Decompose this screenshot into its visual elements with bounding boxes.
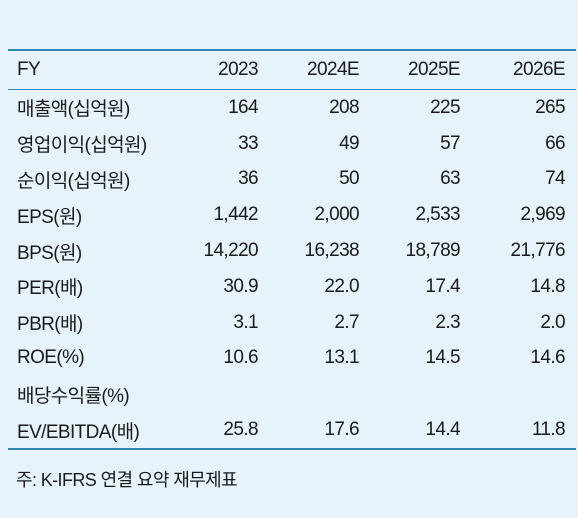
table-top-rule [8, 49, 576, 51]
cell-2026e: 74 [545, 168, 566, 190]
cell-2024e: 17.6 [324, 419, 359, 441]
cell-2025e: 2.3 [435, 311, 460, 333]
cell-2026e: 265 [535, 96, 566, 118]
cell-2023: 1,442 [213, 204, 258, 226]
table-bottom-rule [8, 447, 576, 450]
cell-2025e: 2,533 [415, 204, 460, 226]
cell-2026e: 2.0 [540, 311, 565, 333]
cell-2025e: 63 [440, 168, 461, 190]
cell-2025e: 225 [430, 96, 461, 118]
cell-2026e: 66 [545, 132, 566, 154]
cell-2024e: 49 [339, 132, 360, 154]
cell-2023: 30.9 [223, 275, 258, 297]
cell-2024e: 2,000 [314, 204, 359, 226]
cell-2026e: 14.6 [530, 347, 565, 369]
cell-2026e: 11.8 [531, 419, 566, 441]
table-row-ev-ebitda: EV/EBITDA(배) 25.8 17.6 14.4 11.8 [8, 412, 576, 448]
cell-2025e: 17.4 [425, 275, 460, 297]
row-label: ROE(%) [17, 347, 85, 369]
table-row-net-income: 순이익(십억원) 36 50 63 74 [8, 162, 576, 198]
cell-2024e: 50 [339, 168, 360, 190]
table-row-dividend-yield: 배당수익률(%) [8, 376, 576, 412]
cell-2023: 14,220 [203, 240, 258, 262]
header-year-2026e: 2026E [513, 59, 566, 80]
row-label: EV/EBITDA(배) [17, 421, 140, 443]
table-row-roe: ROE(%) 10.6 13.1 14.5 14.6 [8, 341, 576, 377]
cell-2026e: 14.8 [530, 275, 565, 297]
row-label: PER(배) [17, 278, 83, 300]
row-label: 배당수익률(%) [17, 385, 130, 407]
table-row-per: PER(배) 30.9 22.0 17.4 14.8 [8, 269, 576, 305]
cell-2025e: 18,789 [405, 240, 460, 262]
table-footnote: 주: K-IFRS 연결 요약 재무제표 [16, 470, 238, 490]
header-year-2024e: 2024E [307, 59, 360, 80]
cell-2023: 10.6 [223, 347, 258, 369]
row-label: 순이익(십억원) [17, 170, 130, 192]
cell-2023: 36 [238, 168, 259, 190]
row-label: PBR(배) [17, 314, 83, 336]
cell-2023: 25.8 [223, 419, 258, 441]
cell-2026e: 21,776 [510, 240, 565, 262]
table-header-row: FY 2023 2024E 2025E 2026E [8, 51, 576, 89]
cell-2025e: 14.4 [425, 419, 460, 441]
table-row-revenue: 매출액(십억원) 164 208 225 265 [8, 90, 576, 126]
table-header-rule [8, 89, 576, 90]
header-year-2025e: 2025E [408, 59, 461, 80]
table-row-operating-profit: 영업이익(십억원) 33 49 57 66 [8, 126, 576, 162]
cell-2024e: 13.1 [324, 347, 359, 369]
table-row-pbr: PBR(배) 3.1 2.7 2.3 2.0 [8, 305, 576, 341]
cell-2025e: 14.5 [425, 347, 460, 369]
cell-2024e: 16,238 [304, 240, 359, 262]
financial-summary-table: FY 2023 2024E 2025E 2026E 매출액(십억원) 164 2… [8, 49, 576, 450]
cell-2023: 3.1 [233, 311, 258, 333]
header-year-2023: 2023 [218, 59, 258, 80]
row-label: BPS(원) [17, 242, 82, 264]
header-fy-label: FY [17, 59, 41, 80]
cell-2024e: 2.7 [334, 311, 359, 333]
table-row-bps: BPS(원) 14,220 16,238 18,789 21,776 [8, 233, 576, 269]
cell-2024e: 22.0 [324, 275, 359, 297]
cell-2024e: 208 [329, 96, 360, 118]
table-row-eps: EPS(원) 1,442 2,000 2,533 2,969 [8, 197, 576, 233]
cell-2025e: 57 [440, 132, 461, 154]
cell-2023: 33 [238, 132, 259, 154]
row-label: 영업이익(십억원) [17, 135, 147, 157]
row-label: EPS(원) [17, 206, 82, 228]
cell-2026e: 2,969 [520, 204, 565, 226]
cell-2023: 164 [228, 96, 259, 118]
row-label: 매출액(십억원) [17, 99, 130, 121]
